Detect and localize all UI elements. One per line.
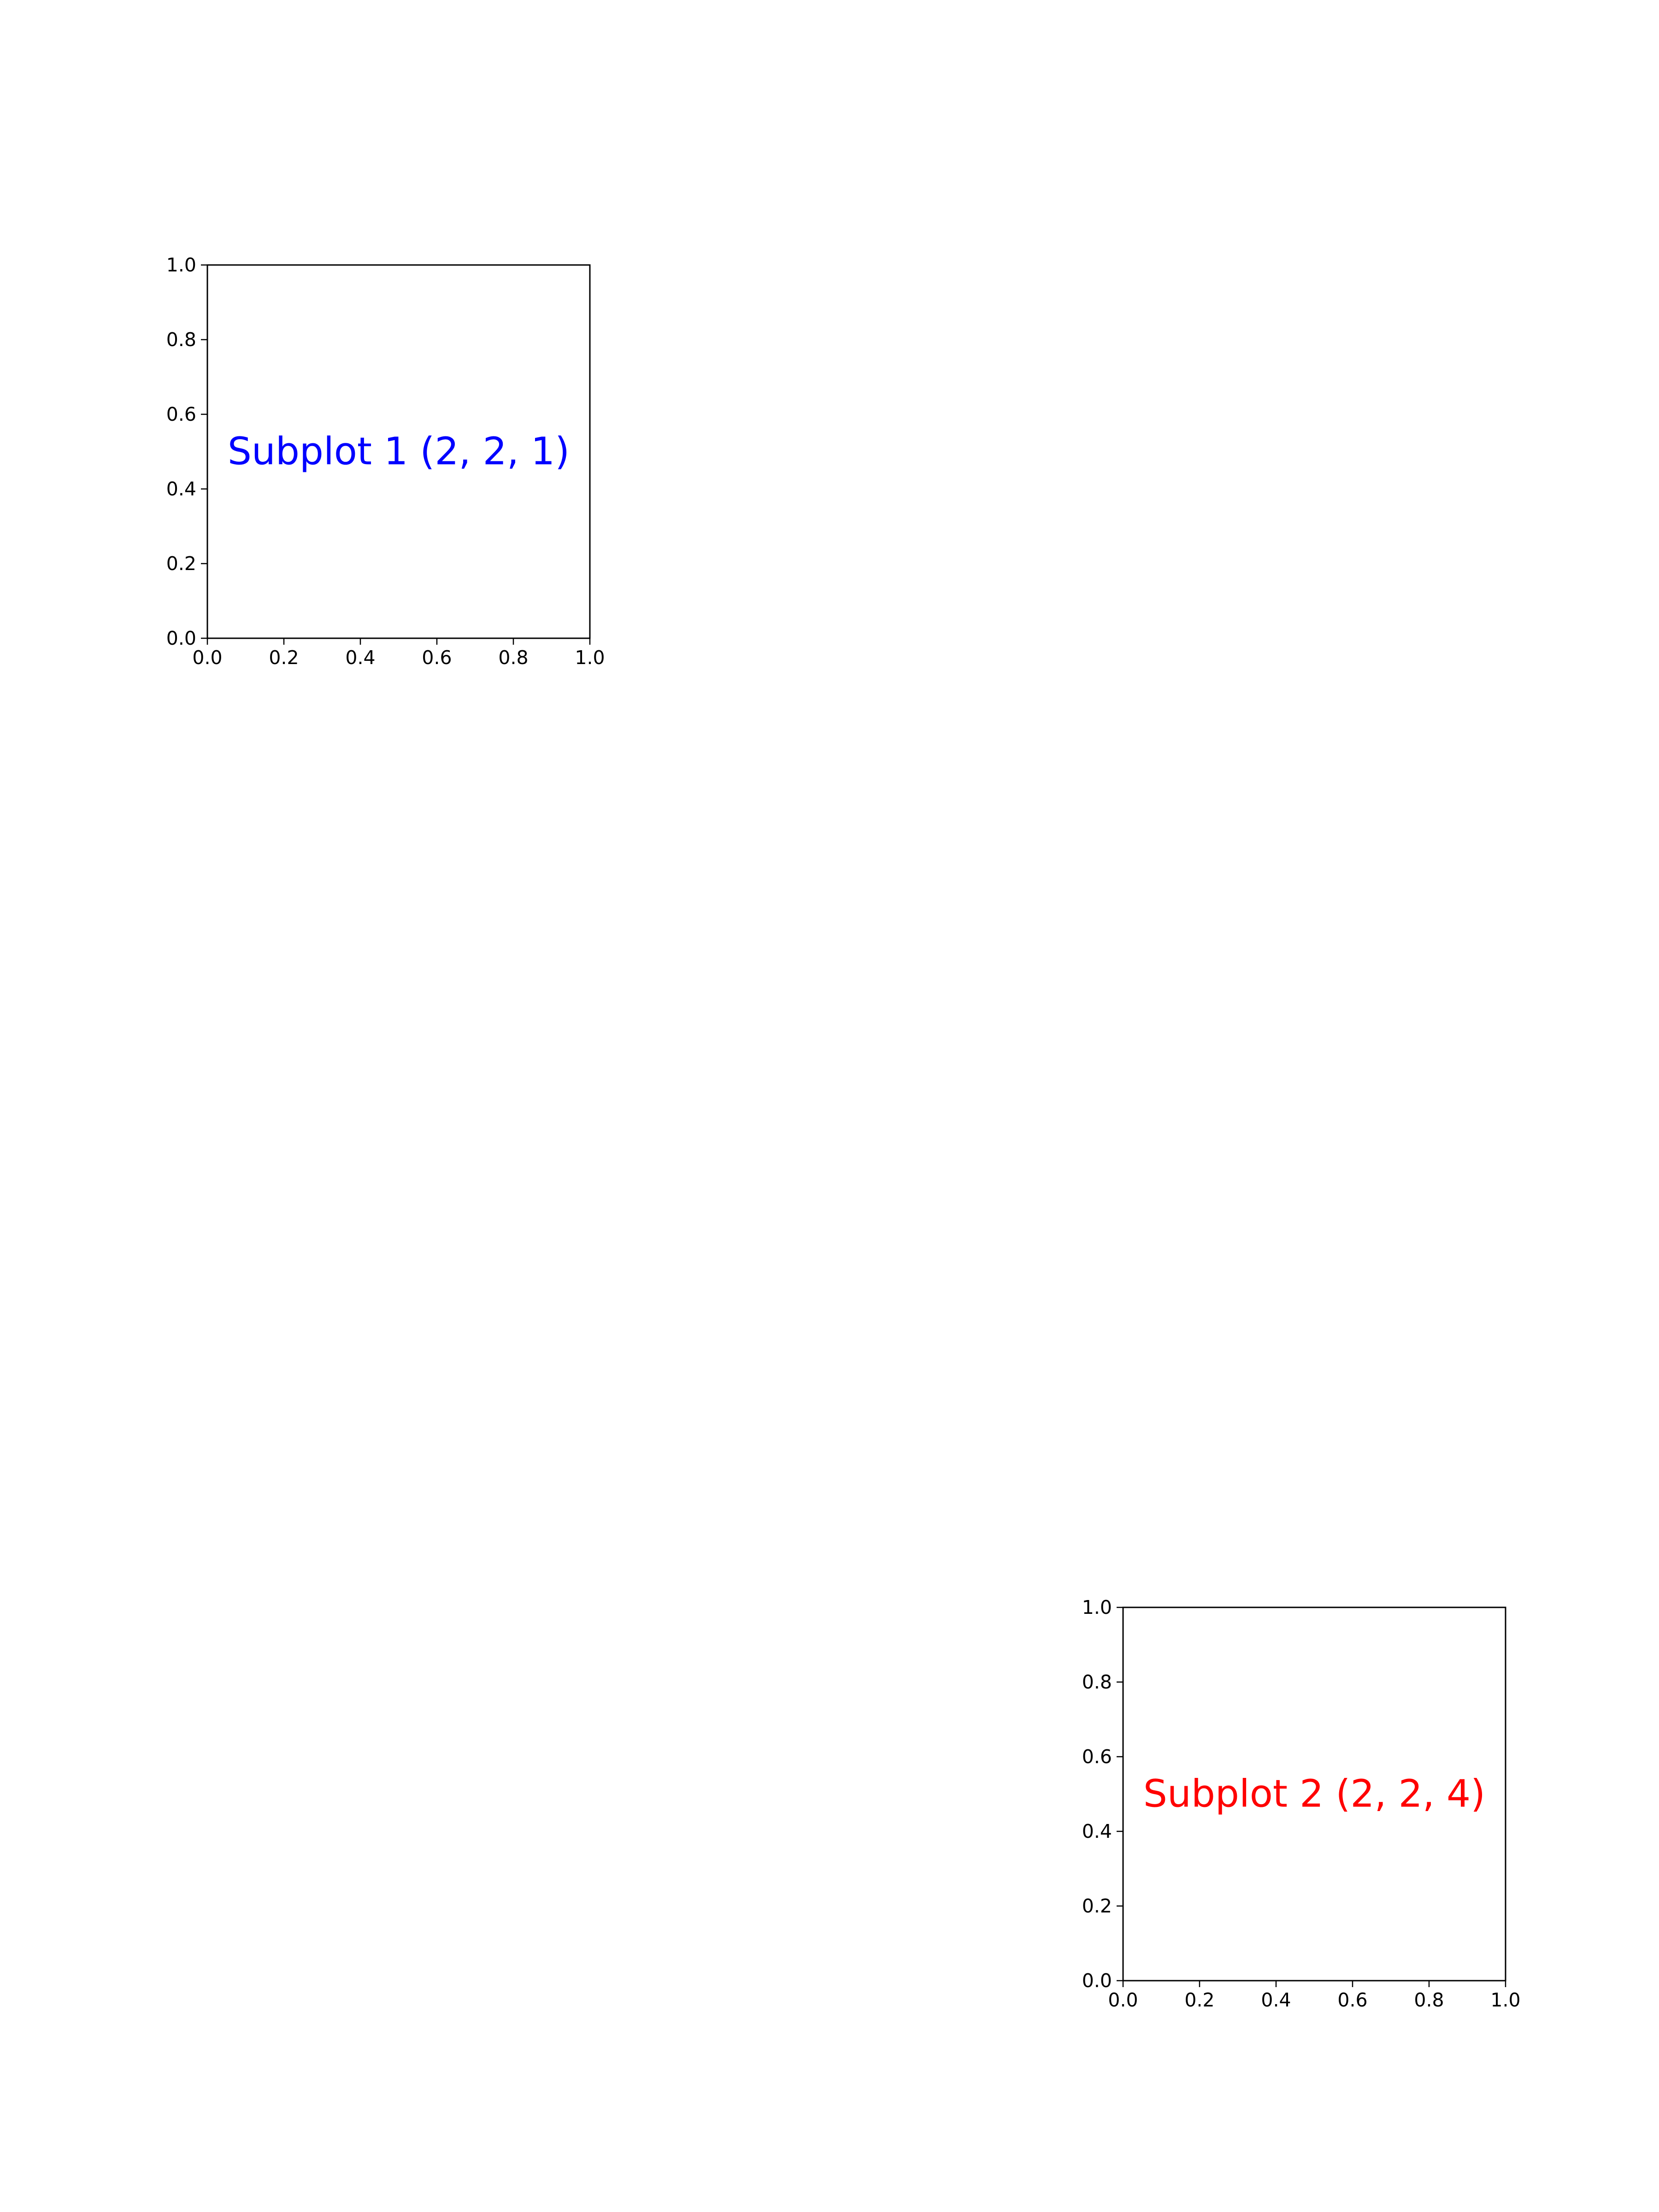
subplot-2-annotation: Subplot 2 (2, 2, 4) [1143, 1772, 1485, 1816]
subplot-2-axes: 0.0 0.2 0.4 0.6 0.8 1.0 0.0 0.2 0.4 0.6 0.8 1.0 Sub… [1082, 1596, 1521, 2011]
subplot-1-xtick-label: 0.4 [345, 647, 375, 669]
subplot-1-ytick-label: 1.0 [166, 254, 196, 276]
subplot-2-xtick-label: 0.8 [1414, 1989, 1444, 2011]
subplot-1-xtick-label: 0.8 [498, 647, 528, 669]
subplot-1-ytick-label: 0.6 [166, 403, 196, 425]
subplot-2-ticks: 0.0 0.2 0.4 0.6 0.8 1.0 0.0 0.2 0.4 0.6 0.8 1.0 [1082, 1596, 1521, 2011]
subplot-1-ticks: 0.0 0.2 0.4 0.6 0.8 1.0 0.0 0.2 0.4 0.6 0.8 1.0 [166, 254, 605, 669]
subplot-2-xtick-label: 0.4 [1261, 1989, 1291, 2011]
subplot-2-ytick-label: 0.8 [1082, 1671, 1112, 1693]
subplot-2-ytick-label: 0.4 [1082, 1820, 1112, 1842]
subplot-1-frame [206, 264, 591, 639]
subplot-1-xtick-label: 0.0 [192, 647, 222, 669]
subplot-1-ytick-label: 0.8 [166, 329, 196, 351]
subplot-1-xtick-label: 0.2 [269, 647, 299, 669]
subplot-1-ytick-label: 0.4 [166, 478, 196, 500]
subplot-2-ytick-label: 0.6 [1082, 1746, 1112, 1768]
subplot-2-xtick-label: 1.0 [1490, 1989, 1520, 2011]
subplot-2-xtick-label: 0.0 [1108, 1989, 1138, 2011]
subplot-1-xtick-label: 0.6 [422, 647, 452, 669]
subplot-1-xtick-label: 1.0 [575, 647, 605, 669]
subplot-2-xtick-label: 0.6 [1337, 1989, 1367, 2011]
subplot-2-ytick-label: 0.0 [1082, 1970, 1112, 1992]
subplot-2-ytick-label: 0.2 [1082, 1895, 1112, 1917]
subplot-1-axes: 0.0 0.2 0.4 0.6 0.8 1.0 0.0 0.2 0.4 0.6 0.8 1.0 Sub… [166, 254, 605, 669]
subplot-2-ytick-label: 1.0 [1082, 1596, 1112, 1618]
subplot-1-ytick-label: 0.0 [166, 627, 196, 649]
subplot-2-frame [1122, 1606, 1506, 1982]
subplot-2-xtick-label: 0.2 [1184, 1989, 1214, 2011]
subplot-1-annotation: Subplot 1 (2, 2, 1) [228, 430, 570, 474]
subplot-1-ytick-label: 0.2 [166, 553, 196, 575]
